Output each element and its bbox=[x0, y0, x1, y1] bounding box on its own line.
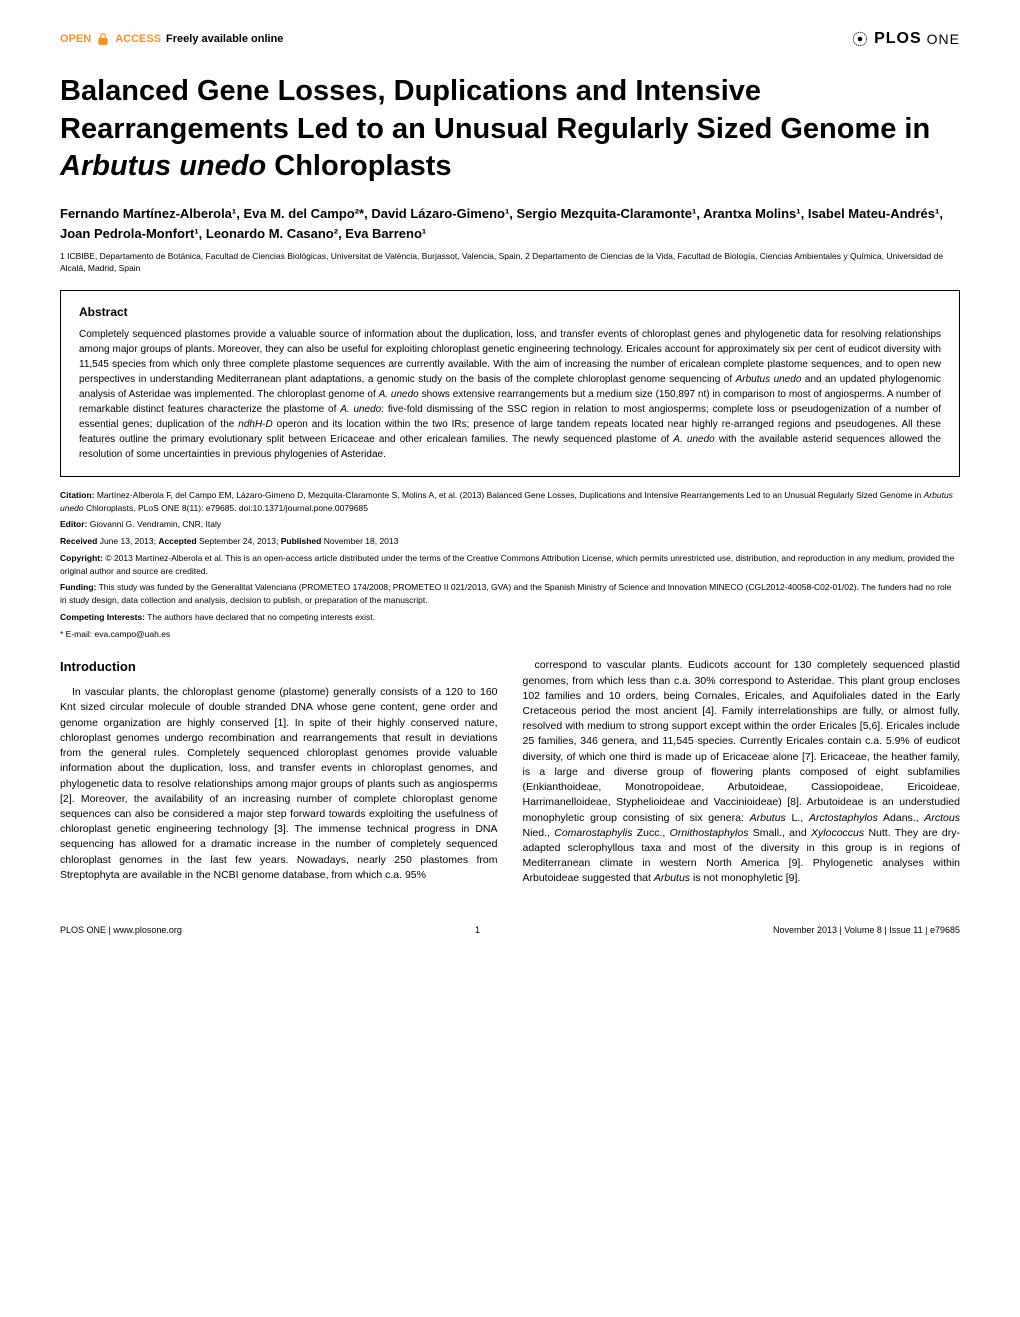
plos-text: PLOS bbox=[874, 30, 922, 48]
intro-genus3: Arctous bbox=[924, 812, 960, 824]
funding-line: Funding: This study was funded by the Ge… bbox=[60, 581, 960, 607]
intro-column-right: correspond to vascular plants. Eudicots … bbox=[523, 658, 961, 886]
intro-column-left: Introduction In vascular plants, the chl… bbox=[60, 658, 498, 886]
copyright-text: © 2013 Martínez-Alberola et al. This is … bbox=[60, 553, 954, 576]
editor-text: Giovanni G. Vendramin, CNR, Italy bbox=[87, 519, 221, 529]
plos-one-text: ONE bbox=[927, 31, 960, 47]
footer-page-number: 1 bbox=[475, 925, 480, 935]
published-text: November 18, 2013 bbox=[321, 536, 398, 546]
citation-line: Citation: Martínez-Alberola F, del Campo… bbox=[60, 489, 960, 515]
introduction-section: Introduction In vascular plants, the chl… bbox=[60, 658, 960, 886]
intro-genus7: Arbutus bbox=[654, 872, 690, 884]
funding-label: Funding: bbox=[60, 582, 96, 592]
received-label: Received bbox=[60, 536, 97, 546]
title-part1: Balanced Gene Losses, Duplications and I… bbox=[60, 75, 930, 145]
title-part2: Chloroplasts bbox=[266, 150, 451, 182]
intro-col2-seg5: Zucc., bbox=[632, 827, 669, 839]
freely-available-label: Freely available online bbox=[166, 33, 283, 45]
abstract-heading: Abstract bbox=[79, 305, 941, 319]
competing-line: Competing Interests: The authors have de… bbox=[60, 611, 960, 624]
funding-text: This study was funded by the Generalitat… bbox=[60, 582, 951, 605]
affiliations: 1 ICBIBE, Departamento de Botánica, Facu… bbox=[60, 251, 960, 275]
editor-label: Editor: bbox=[60, 519, 87, 529]
intro-col2-seg2: L., bbox=[786, 812, 809, 824]
intro-col2-seg6: Small., and bbox=[748, 827, 811, 839]
dates-line: Received June 13, 2013; Accepted Septemb… bbox=[60, 535, 960, 548]
footer-left: PLOS ONE | www.plosone.org bbox=[60, 925, 182, 935]
citation-text2: Chloroplasts. PLoS ONE 8(11): e79685. do… bbox=[84, 503, 368, 513]
intro-genus6: Xylococcus bbox=[811, 827, 864, 839]
intro-genus1: Arbutus bbox=[750, 812, 786, 824]
access-label: ACCESS bbox=[115, 33, 161, 45]
abstract-species3: A. unedo bbox=[340, 404, 381, 415]
abstract-species5: A. unedo bbox=[673, 434, 714, 445]
published-label: Published bbox=[281, 536, 322, 546]
copyright-line: Copyright: © 2013 Martínez-Alberola et a… bbox=[60, 552, 960, 578]
title-species: Arbutus unedo bbox=[60, 150, 266, 182]
abstract-box: Abstract Completely sequenced plastomes … bbox=[60, 290, 960, 477]
abstract-text: Completely sequenced plastomes provide a… bbox=[79, 327, 941, 462]
received-text: June 13, 2013; bbox=[97, 536, 158, 546]
competing-text: The authors have declared that no compet… bbox=[145, 612, 375, 622]
intro-col1-text: In vascular plants, the chloroplast geno… bbox=[60, 685, 498, 883]
page-header: OPEN ACCESS Freely available online PLOS… bbox=[60, 30, 960, 53]
open-lock-icon bbox=[96, 32, 110, 46]
intro-genus2: Arctostaphylos bbox=[809, 812, 878, 824]
page-footer: PLOS ONE | www.plosone.org 1 November 20… bbox=[60, 917, 960, 935]
citation-label: Citation: bbox=[60, 490, 94, 500]
intro-genus4: Comarostaphylis bbox=[554, 827, 632, 839]
accepted-text: September 24, 2013; bbox=[197, 536, 281, 546]
plos-logo: PLOS ONE bbox=[851, 30, 960, 48]
editor-line: Editor: Giovanni G. Vendramin, CNR, Ital… bbox=[60, 518, 960, 531]
intro-col2-seg1: correspond to vascular plants. Eudicots … bbox=[523, 659, 961, 823]
plos-circle-icon bbox=[851, 30, 869, 48]
accepted-label: Accepted bbox=[158, 536, 196, 546]
intro-col2-seg8: is not monophyletic [9]. bbox=[690, 872, 800, 884]
abstract-species1: Arbutus unedo bbox=[736, 374, 802, 385]
footer-right: November 2013 | Volume 8 | Issue 11 | e7… bbox=[773, 925, 960, 935]
competing-label: Competing Interests: bbox=[60, 612, 145, 622]
intro-col2-seg4: Nied., bbox=[523, 827, 555, 839]
open-access-badge: OPEN ACCESS Freely available online bbox=[60, 32, 283, 46]
article-title: Balanced Gene Losses, Duplications and I… bbox=[60, 73, 960, 186]
article-metadata: Citation: Martínez-Alberola F, del Campo… bbox=[60, 489, 960, 641]
abstract-gene: ndhH-D bbox=[238, 419, 272, 430]
copyright-label: Copyright: bbox=[60, 553, 103, 563]
open-label: OPEN bbox=[60, 33, 91, 45]
intro-heading: Introduction bbox=[60, 658, 498, 677]
citation-text: Martínez-Alberola F, del Campo EM, Lázar… bbox=[94, 490, 923, 500]
author-list: Fernando Martínez-Alberola¹, Eva M. del … bbox=[60, 204, 960, 243]
intro-genus5: Ornithostaphylos bbox=[670, 827, 749, 839]
email-line: * E-mail: eva.campo@uah.es bbox=[60, 628, 960, 641]
abstract-species2: A. unedo bbox=[379, 389, 419, 400]
intro-col2-text: correspond to vascular plants. Eudicots … bbox=[523, 658, 961, 886]
intro-col2-seg3: Adans., bbox=[878, 812, 925, 824]
